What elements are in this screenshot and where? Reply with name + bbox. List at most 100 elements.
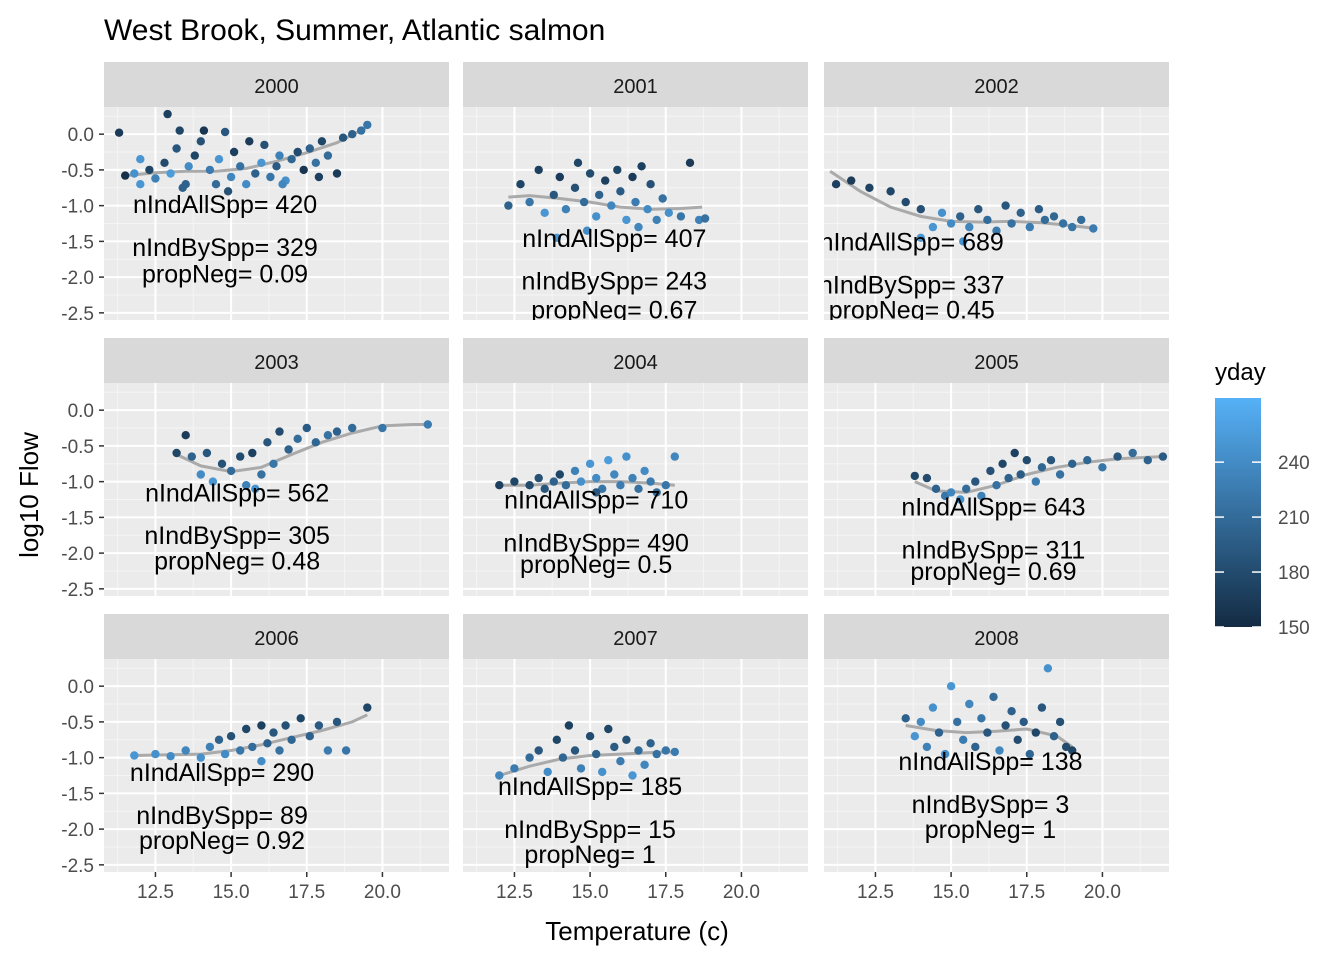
x-tick-label: 17.5 [288, 882, 325, 903]
panel-annotation: nIndAllSpp= 710 [504, 487, 688, 515]
data-point [831, 180, 841, 189]
smooth-line [175, 423, 428, 474]
data-point [534, 746, 543, 755]
data-point [1013, 735, 1022, 744]
data-point [260, 140, 269, 150]
data-point [172, 144, 181, 153]
data-point [956, 212, 965, 221]
data-point [628, 172, 637, 182]
data-point [555, 470, 564, 479]
data-point [971, 742, 980, 752]
data-point [281, 721, 290, 730]
data-point [607, 201, 616, 210]
y-axis-title: log10 Flow [14, 432, 44, 558]
data-point [196, 470, 205, 479]
data-point [865, 183, 874, 192]
data-point [226, 172, 236, 182]
data-point [549, 477, 558, 486]
data-point [181, 746, 190, 755]
data-point [971, 477, 980, 486]
data-point [974, 205, 983, 214]
data-point [1049, 732, 1059, 741]
data-point [956, 495, 965, 504]
panel-annotation: nIndBySpp= 311 [902, 537, 1086, 565]
data-point [1058, 219, 1068, 228]
data-point [573, 158, 583, 167]
data-point [561, 481, 571, 490]
facet-panel-2000: 2000 nIndAllSpp= 420 nIndBySpp= 329propNeg… [61, 62, 449, 325]
data-point [516, 180, 525, 189]
data-point [670, 747, 679, 757]
x-tick-label: 17.5 [647, 882, 684, 903]
data-point [151, 174, 160, 183]
facet-strip [824, 614, 1169, 659]
data-point [1055, 470, 1065, 479]
panel-background [104, 383, 449, 596]
data-point [910, 732, 919, 741]
data-point [1025, 749, 1035, 759]
data-point [130, 169, 139, 178]
data-point [637, 162, 646, 171]
data-point [561, 205, 571, 214]
data-point [205, 742, 215, 752]
data-point [363, 703, 372, 712]
data-point [1077, 215, 1086, 225]
data-point [901, 197, 910, 207]
data-point [570, 466, 580, 476]
data-point [965, 222, 974, 232]
data-point [296, 714, 305, 723]
x-axis-title: Temperature (c) [545, 916, 729, 946]
panel-annotation: nIndBySpp= 490 [503, 529, 689, 557]
y-tick-label: -0.5 [61, 161, 94, 182]
data-point [910, 471, 919, 481]
data-point [570, 183, 580, 192]
facet-strip [104, 62, 449, 107]
data-point [534, 165, 543, 175]
data-point [676, 212, 686, 221]
data-point [242, 481, 251, 490]
data-point [965, 699, 974, 709]
data-point [652, 215, 661, 225]
data-point [685, 158, 695, 167]
data-point [220, 749, 230, 759]
facet-panel-2001: 2001 nIndAllSpp= 407 nIndBySpp= 243propNeg… [463, 62, 808, 320]
data-point [543, 767, 552, 777]
data-point [323, 746, 333, 755]
data-point [495, 771, 504, 780]
data-point [922, 473, 932, 483]
data-point [275, 427, 284, 436]
y-tick-label: 0.0 [68, 125, 94, 146]
data-point [166, 752, 175, 761]
data-point [1143, 456, 1153, 465]
x-tick-label: 12.5 [496, 882, 533, 903]
data-point [643, 205, 652, 214]
data-point [931, 484, 941, 493]
data-point [217, 459, 227, 468]
data-point [916, 233, 925, 242]
data-point [266, 172, 275, 182]
data-point [1061, 742, 1071, 752]
colorbar-tick-label: 150 [1278, 618, 1310, 639]
data-point [579, 197, 589, 207]
data-point [928, 703, 938, 712]
data-point [640, 466, 649, 476]
data-point [992, 481, 1001, 490]
data-point [983, 728, 992, 737]
data-point [592, 212, 601, 221]
panel-annotation: nIndAllSpp= 643 [901, 494, 1085, 522]
data-point [1046, 456, 1056, 465]
data-point [314, 172, 324, 182]
data-point [284, 445, 293, 454]
data-point [287, 735, 296, 744]
facet-strip-label: 2000 [254, 76, 299, 98]
panel-annotation: propNeg= 1 [524, 841, 655, 869]
data-point [953, 717, 962, 727]
smooth-line [134, 713, 368, 757]
data-point [423, 420, 432, 429]
data-point [263, 739, 272, 748]
data-point [242, 180, 251, 189]
data-point [613, 165, 622, 175]
y-tick-label: -1.0 [61, 197, 94, 218]
data-point [269, 728, 278, 737]
facet-strip-label: 2007 [613, 628, 658, 650]
